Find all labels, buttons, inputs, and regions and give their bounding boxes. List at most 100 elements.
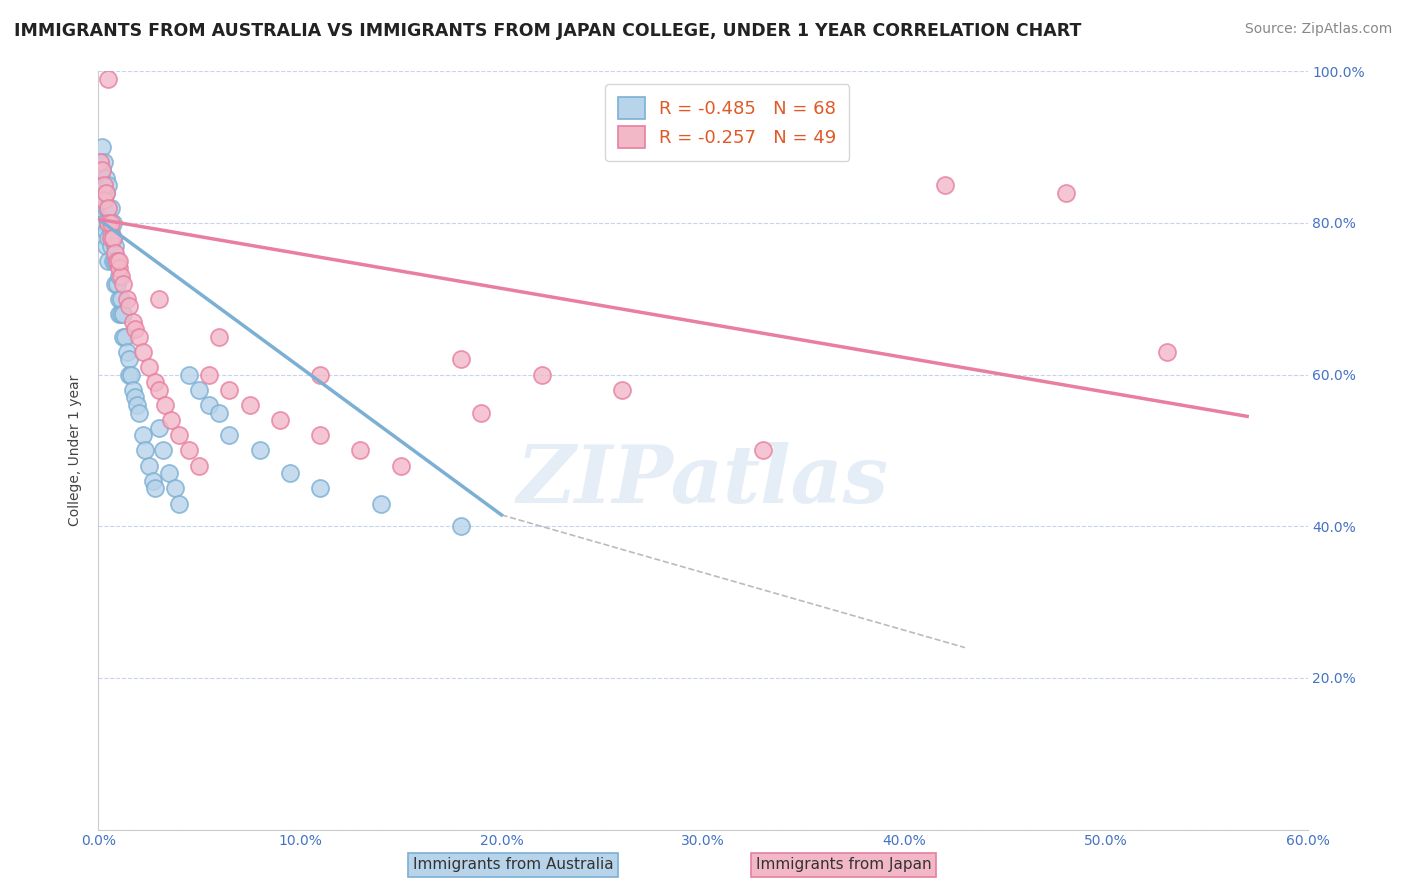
Point [89, 155, 111, 169]
Point [101, 231, 124, 245]
Point [160, 413, 183, 427]
Point [278, 467, 301, 481]
Point [91, 163, 114, 178]
Point [93, 194, 115, 208]
Point [114, 330, 136, 344]
Text: ZIPatlas: ZIPatlas [517, 442, 889, 519]
Point [269, 413, 291, 427]
Point [188, 383, 211, 397]
Point [97, 201, 120, 215]
Point [96, 201, 118, 215]
Point [115, 344, 138, 359]
Point [110, 269, 132, 284]
Point [91, 178, 114, 193]
Point [152, 443, 174, 458]
Point [97, 216, 120, 230]
Point [97, 201, 120, 215]
Point [107, 292, 129, 306]
Point [111, 277, 134, 291]
Point [105, 253, 128, 268]
Point [89, 186, 111, 200]
Point [120, 368, 142, 382]
Point [103, 277, 125, 291]
Point [148, 383, 170, 397]
Point [143, 482, 166, 496]
Point [103, 238, 125, 253]
Point [100, 216, 122, 230]
Point [208, 405, 231, 420]
Point [249, 443, 271, 458]
Point [96, 186, 118, 200]
Point [134, 443, 156, 458]
Point [93, 216, 115, 230]
Point [138, 458, 160, 473]
Point [101, 253, 124, 268]
Point [163, 482, 186, 496]
Point [157, 467, 180, 481]
Point [128, 405, 150, 420]
Point [96, 170, 118, 185]
Point [91, 140, 114, 154]
Point [309, 428, 332, 442]
Point [148, 421, 170, 435]
Point [138, 359, 160, 375]
Point [107, 307, 129, 321]
Point [121, 314, 143, 328]
Point [103, 246, 125, 260]
Point [97, 72, 120, 87]
Point [124, 391, 146, 405]
Text: IMMIGRANTS FROM AUSTRALIA VS IMMIGRANTS FROM JAPAN COLLEGE, UNDER 1 YEAR CORRELA: IMMIGRANTS FROM AUSTRALIA VS IMMIGRANTS … [14, 22, 1081, 40]
Text: Immigrants from Australia: Immigrants from Australia [413, 857, 613, 872]
Point [132, 344, 155, 359]
Point [1054, 186, 1077, 200]
Point [118, 352, 141, 367]
Point [143, 376, 166, 390]
Point [349, 443, 371, 458]
Point [124, 322, 146, 336]
Point [198, 398, 221, 412]
Point [100, 231, 122, 245]
Point [132, 428, 155, 442]
Point [179, 368, 201, 382]
Point [97, 216, 120, 230]
Point [612, 383, 634, 397]
Point [118, 368, 141, 382]
Point [167, 428, 190, 442]
Point [389, 458, 412, 473]
Point [96, 223, 118, 237]
Point [153, 398, 176, 412]
Point [93, 155, 115, 169]
Point [96, 238, 118, 253]
Y-axis label: College, Under 1 year: College, Under 1 year [69, 375, 83, 526]
Point [101, 231, 124, 245]
Point [89, 201, 111, 215]
Point [93, 178, 115, 193]
Point [128, 330, 150, 344]
Text: Source: ZipAtlas.com: Source: ZipAtlas.com [1244, 22, 1392, 37]
Point [107, 253, 129, 268]
Point [1156, 344, 1178, 359]
Point [142, 474, 165, 488]
Point [89, 155, 111, 169]
Point [93, 178, 115, 193]
Point [121, 383, 143, 397]
Point [111, 307, 134, 321]
Point [91, 163, 114, 178]
Point [93, 194, 115, 208]
Point [97, 231, 120, 245]
Point [107, 261, 129, 276]
Point [309, 482, 332, 496]
Point [97, 253, 120, 268]
Point [110, 307, 132, 321]
Point [752, 443, 775, 458]
Legend: R = -0.485   N = 68, R = -0.257   N = 49: R = -0.485 N = 68, R = -0.257 N = 49 [605, 84, 849, 161]
Point [309, 368, 332, 382]
Point [125, 398, 148, 412]
Point [100, 238, 122, 253]
Point [101, 216, 124, 230]
Point [111, 330, 134, 344]
Point [179, 443, 201, 458]
Point [934, 178, 956, 193]
Point [89, 170, 111, 185]
Point [110, 292, 132, 306]
